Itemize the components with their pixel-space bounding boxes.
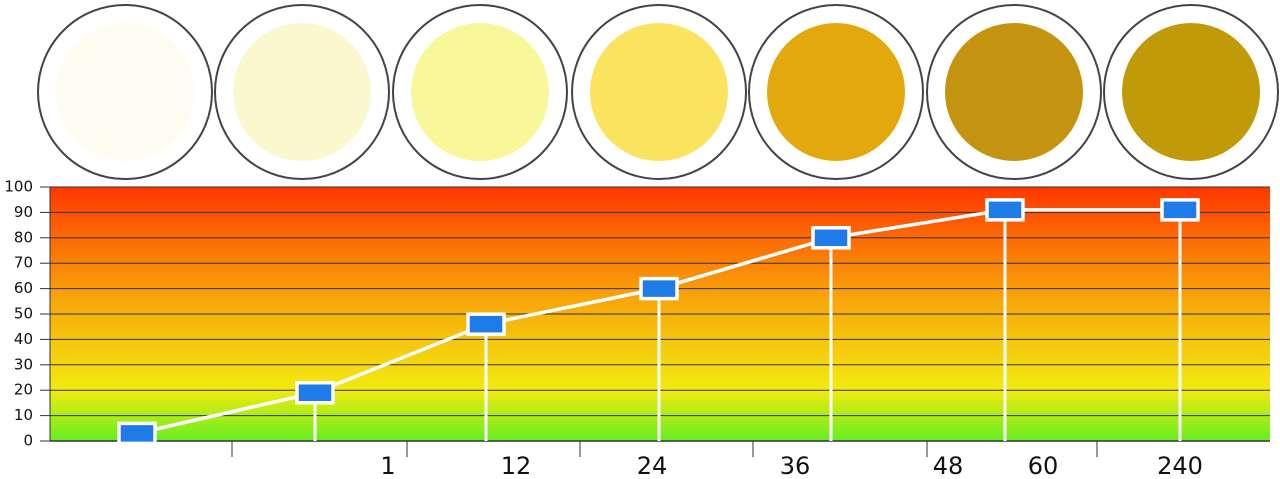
- x-tick-label: 240: [1157, 452, 1203, 479]
- y-tick-label: 80: [14, 228, 33, 246]
- y-tick-label: 90: [14, 203, 33, 221]
- swatch: [56, 23, 194, 161]
- y-tick-label: 70: [14, 254, 33, 272]
- swatch: [945, 23, 1083, 161]
- point: [466, 312, 506, 336]
- point: [1160, 198, 1200, 222]
- y-tick-label: 10: [14, 406, 33, 424]
- point: [985, 198, 1025, 222]
- y-tick-label: 100: [4, 178, 33, 196]
- swatch: [767, 23, 905, 161]
- y-tick-label: 0: [23, 432, 33, 450]
- point: [295, 380, 335, 405]
- swatch: [233, 23, 371, 161]
- y-tick-label: 50: [14, 305, 33, 323]
- y-tick-label: 20: [14, 381, 33, 399]
- y-tick-label: 30: [14, 355, 33, 373]
- x-tick-label: 36: [780, 452, 811, 479]
- x-tick-label: 24: [637, 452, 668, 479]
- swatch: [1122, 23, 1260, 161]
- point: [811, 226, 851, 250]
- y-tick-label: 40: [14, 330, 33, 348]
- point: [639, 276, 679, 301]
- swatch: [590, 23, 728, 161]
- x-tick-label: 12: [501, 452, 532, 479]
- y-tick-label: 60: [14, 279, 33, 297]
- x-tick-label: 1: [380, 452, 395, 479]
- point: [117, 421, 157, 446]
- x-tick-label: 48: [933, 452, 964, 479]
- swatch: [411, 23, 549, 161]
- x-tick-label: 60: [1028, 452, 1059, 479]
